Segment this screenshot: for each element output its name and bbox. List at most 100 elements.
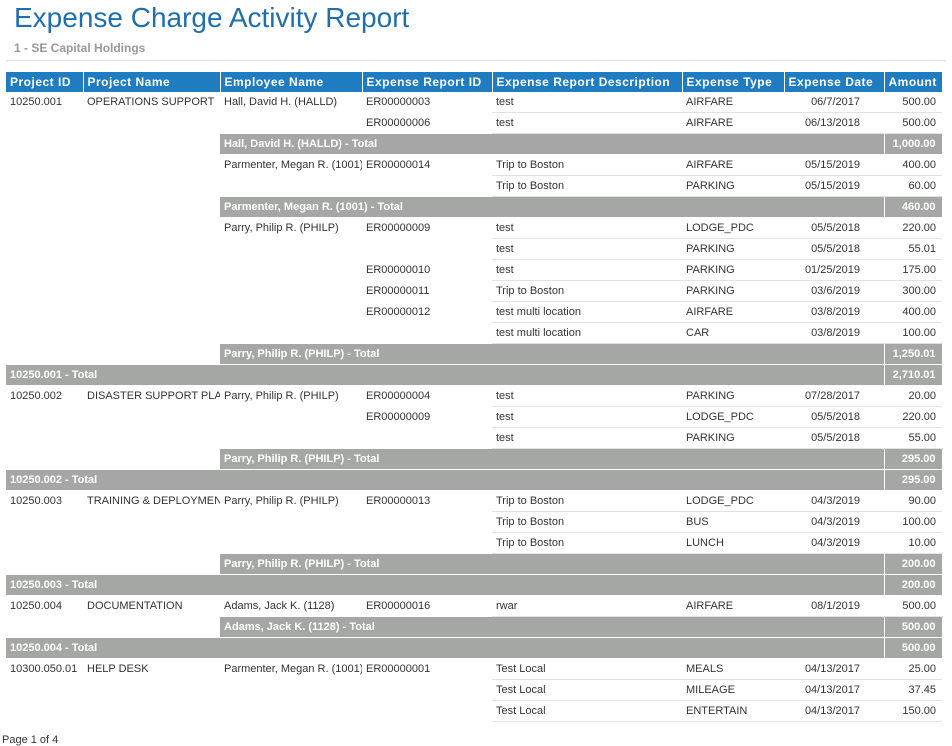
project-id-cell [6,679,83,701]
total-row: 10250.003 - Total 200.00 [6,574,943,596]
type-cell: AIRFARE [682,301,784,323]
employee-cell [220,679,362,701]
project-name-cell [83,259,220,281]
total-row: Parry, Philip R. (PHILP) - Total 200.00 [6,553,943,575]
total-label: 10250.004 - Total [6,637,885,659]
total-row: Parmenter, Megan R. (1001) - Total 460.00 [6,196,943,218]
amount-cell: 500.00 [884,92,942,113]
date-cell: 06/7/2017 [784,92,884,113]
project-id-cell [6,700,83,722]
data-row: test PARKING 05/5/2018 55.01 [6,238,942,260]
total-amount: 460.00 [884,196,943,218]
column-header: Expense Report Description [492,72,683,92]
description-cell: Test Local [492,700,682,722]
data-row: ER00000011 Trip to Boston PARKING 03/6/2019… [6,280,942,302]
amount-cell: 400.00 [884,301,942,323]
project-name-cell [83,238,220,260]
employee-cell: Parry, Philip R. (PHILP) [220,490,362,512]
project-name-cell [83,175,220,197]
type-cell: PARKING [682,385,784,407]
date-cell: 05/5/2018 [784,406,884,428]
description-cell: test [492,406,682,428]
description-cell: test [492,92,682,113]
project-id-cell [6,406,83,428]
type-cell: PARKING [682,175,784,197]
data-row: Parry, Philip R. (PHILP) ER00000009 test LO… [6,217,942,239]
type-cell: LODGE_PDC [682,217,784,239]
report-id-cell: ER00000001 [362,658,492,680]
description-cell: Trip to Boston [492,490,682,512]
total-label: 10250.002 - Total [6,469,885,491]
type-cell: PARKING [682,427,784,449]
date-cell: 05/5/2018 [784,238,884,260]
employee-cell: Parmenter, Megan R. (1001) [220,658,362,680]
report-table: Project ID Project Name Employee Name Expen… [6,72,943,722]
type-cell: CAR [682,322,784,344]
employee-cell [220,175,362,197]
description-cell: rwar [492,595,682,617]
total-row: Parry, Philip R. (PHILP) - Total 1,250.01 [6,343,943,365]
project-id-cell [6,259,83,281]
amount-cell: 175.00 [884,259,942,281]
report-id-cell: ER00000011 [362,280,492,302]
data-row: test PARKING 05/5/2018 55.00 [6,427,942,449]
column-header: Amount [884,72,943,92]
type-cell: LODGE_PDC [682,490,784,512]
report-id-cell [362,238,492,260]
column-header: Expense Date [784,72,885,92]
total-row: Parry, Philip R. (PHILP) - Total 295.00 [6,448,943,470]
data-row: Trip to Boston LUNCH 04/3/2019 10.00 [6,532,942,554]
project-id-cell [6,280,83,302]
blank-cell [6,196,83,218]
amount-cell: 55.00 [884,427,942,449]
project-name-cell [83,112,220,134]
employee-cell: Adams, Jack K. (1128) [220,595,362,617]
project-name-cell [83,217,220,239]
report-id-cell: ER00000014 [362,154,492,176]
employee-cell: Parry, Philip R. (PHILP) [220,217,362,239]
date-cell: 01/25/2019 [784,259,884,281]
total-label: 10250.003 - Total [6,574,885,596]
project-name-cell [83,322,220,344]
amount-cell: 150.00 [884,700,942,722]
data-row: ER00000009 test LODGE_PDC 05/5/2018 220.00 [6,406,942,428]
project-name-cell [83,700,220,722]
date-cell: 03/8/2019 [784,301,884,323]
data-row: ER00000012 test multi location AIRFARE 03/8… [6,301,942,323]
employee-cell [220,532,362,554]
employee-cell [220,301,362,323]
total-amount: 1,250.01 [884,343,943,365]
date-cell: 03/6/2019 [784,280,884,302]
amount-cell: 400.00 [884,154,942,176]
blank-cell [83,553,220,575]
description-cell: test [492,238,682,260]
project-id-cell: 10250.001 [6,92,83,113]
report-id-cell: ER00000006 [362,112,492,134]
project-name-cell [83,679,220,701]
description-cell: Test Local [492,658,682,680]
total-amount: 2,710.01 [884,364,943,386]
type-cell: LODGE_PDC [682,406,784,428]
description-cell: Trip to Boston [492,532,682,554]
total-amount: 500.00 [884,637,943,659]
total-row: 10250.002 - Total 295.00 [6,469,943,491]
total-row: Hall, David H. (HALLD) - Total 1,000.00 [6,133,943,155]
project-id-cell: 10250.002 [6,385,83,407]
report-id-cell: ER00000009 [362,406,492,428]
project-id-cell [6,154,83,176]
type-cell: ENTERTAIN [682,700,784,722]
data-row: ER00000010 test PARKING 01/25/2019 175.00 [6,259,942,281]
project-name-cell [83,427,220,449]
type-cell: LUNCH [682,532,784,554]
project-name-cell: HELP DESK [83,658,220,680]
total-label: Parry, Philip R. (PHILP) - Total [220,553,885,575]
type-cell: BUS [682,511,784,533]
employee-cell: Parry, Philip R. (PHILP) [220,385,362,407]
type-cell: PARKING [682,238,784,260]
amount-cell: 10.00 [884,532,942,554]
blank-cell [6,553,83,575]
date-cell: 04/3/2019 [784,490,884,512]
data-row: 10250.001 OPERATIONS SUPPORT Hall, David H… [6,92,942,113]
total-label: Parry, Philip R. (PHILP) - Total [220,448,885,470]
type-cell: AIRFARE [682,595,784,617]
